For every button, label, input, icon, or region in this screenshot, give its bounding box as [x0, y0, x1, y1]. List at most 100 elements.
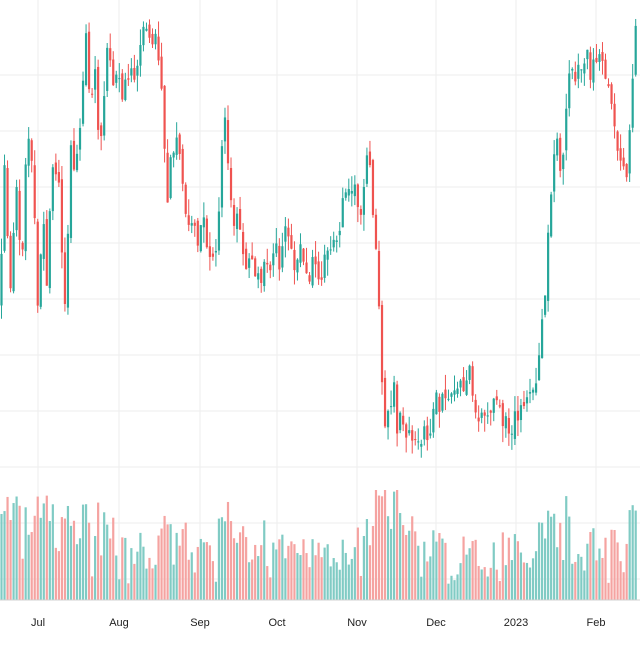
volume-bar [187, 559, 190, 600]
volume-bar [332, 558, 335, 600]
candle-body [362, 186, 365, 215]
candle-body [625, 163, 628, 178]
candle-body [21, 242, 24, 250]
candle-body [193, 222, 196, 226]
candle-body [91, 93, 94, 95]
candle-body [426, 425, 429, 441]
candle-body [184, 184, 187, 214]
candle-body [332, 239, 335, 248]
volume-bar [380, 496, 384, 600]
candle-body [124, 79, 127, 100]
volume-bar [583, 570, 586, 600]
candle-body [199, 225, 202, 252]
volume-bar [78, 538, 82, 600]
volume-bar [91, 576, 94, 600]
candle-body [127, 78, 130, 80]
volume-bar [54, 547, 57, 600]
candle-body [148, 24, 151, 38]
volume-bar [27, 534, 30, 600]
volume-bar [480, 569, 483, 600]
candle-body [220, 146, 224, 208]
candle-body [15, 187, 18, 231]
volume-bar [69, 525, 73, 600]
volume-bar [223, 521, 227, 600]
candle-body [462, 377, 465, 392]
candles [0, 18, 637, 458]
candle-body [42, 224, 45, 259]
volume-bar [501, 532, 504, 600]
volume-bar [568, 516, 571, 600]
volume-bar [453, 580, 456, 600]
candle-body [432, 408, 435, 433]
candle-body [75, 153, 79, 171]
candle-body [486, 415, 489, 417]
volume-bar [559, 522, 562, 600]
candle-body [84, 33, 88, 86]
candle-body [619, 148, 622, 161]
x-tick-label: Nov [347, 617, 367, 629]
candle-body [341, 198, 344, 228]
candle-body [223, 117, 227, 142]
volume-bar [112, 517, 115, 600]
volume-bar [544, 538, 547, 600]
volume-bar [362, 535, 365, 600]
volume-bar [63, 518, 67, 600]
candle-body [281, 246, 284, 268]
candle-body [145, 28, 148, 31]
volume-bar [601, 557, 604, 600]
volume-bar [459, 563, 462, 600]
candle-body [498, 405, 501, 407]
candle-body [266, 262, 269, 265]
candle-body [254, 258, 257, 277]
volume-bar [217, 518, 221, 600]
volume-bar [48, 521, 51, 600]
candle-body [181, 148, 184, 184]
candle-body [622, 157, 625, 167]
x-tick-label: Feb [587, 617, 606, 629]
candle-body [248, 258, 251, 268]
candle-body [211, 253, 214, 257]
volume-bar [622, 572, 625, 600]
candle-body [534, 383, 538, 393]
volume-bar [269, 577, 272, 600]
candle-body [501, 403, 504, 427]
volume-bar [84, 504, 88, 600]
volume-bar [438, 533, 441, 600]
volume-bar [94, 536, 97, 600]
candle-body [411, 430, 414, 441]
volume-bar [405, 534, 408, 600]
volume-bar [293, 544, 296, 600]
volume-bar [417, 545, 420, 600]
volume-bar [248, 562, 251, 600]
volume-bar [574, 561, 577, 600]
volume-bar [311, 539, 314, 600]
candle-body [278, 245, 281, 270]
candle-body [399, 412, 402, 431]
volume-bar [411, 516, 414, 600]
volume-bar [296, 552, 299, 600]
volume-bar [619, 561, 622, 600]
candle-body [613, 103, 616, 127]
candle-body [417, 441, 420, 443]
volume-bar [504, 565, 507, 600]
volume-bar [368, 545, 372, 600]
volume-bar [399, 513, 402, 600]
volume-bar [447, 583, 450, 600]
candle-body [36, 221, 39, 306]
volume-bar [284, 558, 287, 600]
volume-bar [329, 566, 332, 600]
candle-body [178, 134, 181, 154]
volume-bar [205, 542, 208, 600]
candle-body [30, 140, 33, 161]
candle-body [163, 85, 166, 149]
candle-body [81, 80, 85, 124]
volume-bar [245, 537, 248, 600]
volume-bar [235, 542, 239, 600]
volume-bar [97, 502, 100, 600]
candle-body [12, 232, 15, 292]
candle-body [242, 231, 245, 255]
volume-bar [483, 567, 486, 600]
volume-bar [3, 511, 6, 600]
volume-bar [420, 576, 423, 600]
